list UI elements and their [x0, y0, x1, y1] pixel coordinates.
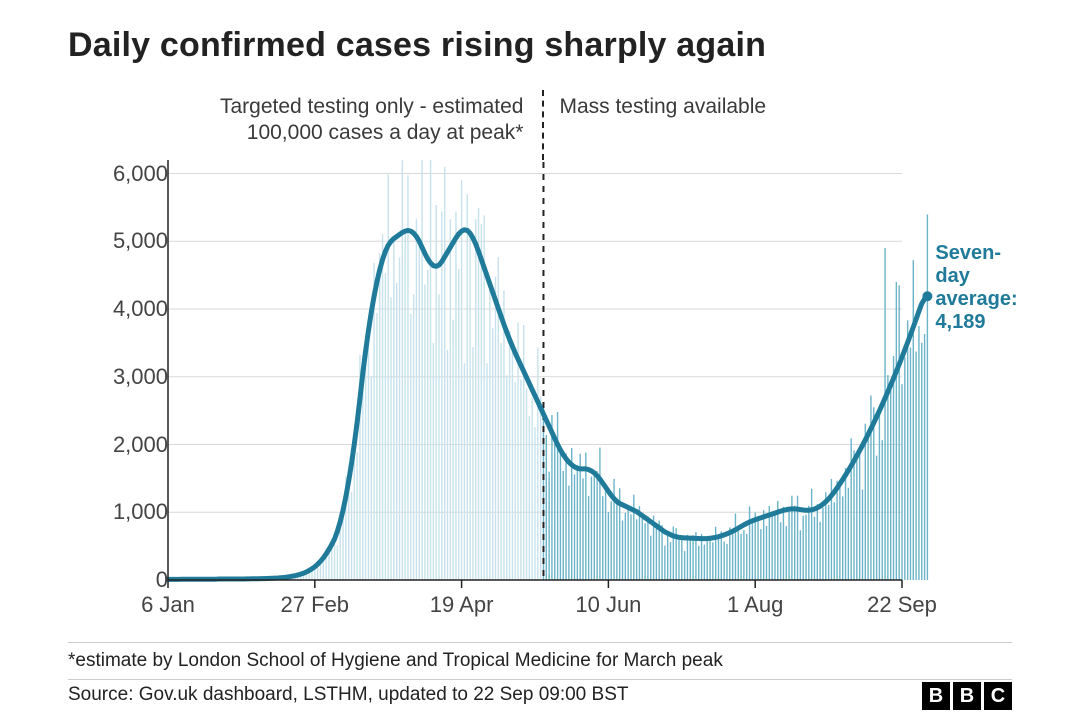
source-text: Source: Gov.uk dashboard, LSTHM, updated…	[68, 684, 628, 706]
bbc-logo-letter: B	[953, 682, 981, 710]
bbc-logo-letter: C	[984, 682, 1012, 710]
y-axis-tick-label: 3,000	[78, 364, 168, 390]
bbc-logo: B B C	[922, 682, 1012, 710]
annotation-right: Mass testing available	[559, 94, 959, 120]
chart-area: 01,0002,0003,0004,0005,0006,0006 Jan27 F…	[68, 160, 1012, 600]
bbc-logo-letter: B	[922, 682, 950, 710]
y-axis-tick-label: 0	[78, 567, 168, 593]
y-axis-tick-label: 4,000	[78, 296, 168, 322]
y-axis-tick-label: 5,000	[78, 228, 168, 254]
x-axis-tick-label: 22 Sep	[867, 592, 937, 618]
chart-title: Daily confirmed cases rising sharply aga…	[68, 26, 766, 65]
chart-svg	[68, 160, 1012, 600]
y-axis-tick-label: 1,000	[78, 499, 168, 525]
y-axis-tick-label: 6,000	[78, 161, 168, 187]
footnote-text: *estimate by London School of Hygiene an…	[68, 650, 723, 672]
x-axis-tick-label: 10 Jun	[575, 592, 641, 618]
chart-plot: 01,0002,0003,0004,0005,0006,0006 Jan27 F…	[68, 160, 1012, 600]
x-axis-tick-label: 27 Feb	[281, 592, 350, 618]
annotation-left: Targeted testing only - estimated 100,00…	[183, 94, 523, 147]
x-axis-tick-label: 19 Apr	[430, 592, 494, 618]
y-axis-tick-label: 2,000	[78, 432, 168, 458]
x-axis-tick-label: 6 Jan	[141, 592, 195, 618]
testing-divider-line	[542, 90, 544, 160]
x-axis-tick-label: 1 Aug	[727, 592, 783, 618]
separator-line	[68, 642, 1012, 643]
seven-day-average-label: Seven-day average: 4,189	[935, 242, 1017, 334]
separator-line	[68, 679, 1012, 680]
